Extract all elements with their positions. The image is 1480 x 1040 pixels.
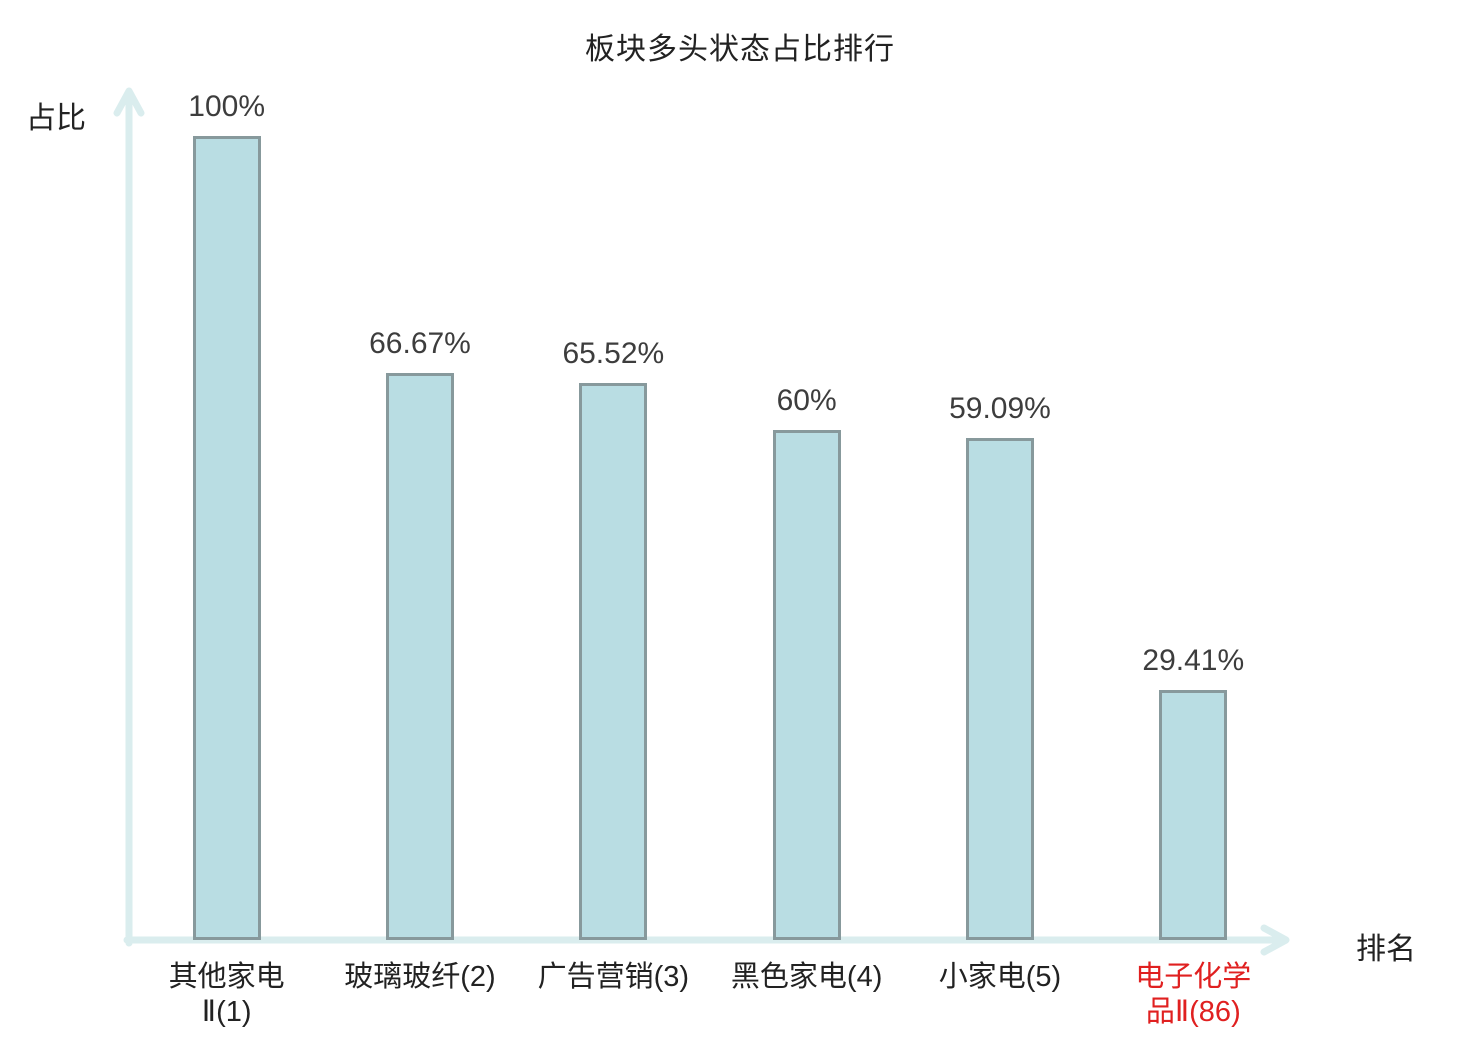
bar-slot: 65.52% 广告营销(3): [517, 90, 710, 993]
bar-category-label: 电子化学 品Ⅱ(86): [1135, 961, 1252, 1029]
bar[interactable]: [1159, 690, 1228, 940]
bar[interactable]: [772, 430, 841, 940]
bar-slot: 66.67% 玻璃玻纤(2): [323, 90, 516, 993]
bar-slot: 60% 黑色家电(4): [710, 90, 903, 993]
bar-slot: 59.09% 小家电(5): [903, 90, 1096, 993]
bar-value-label: 65.52%: [562, 337, 665, 370]
bar[interactable]: [192, 136, 261, 940]
bar-value-label: 60%: [776, 384, 837, 417]
bar-slot: 29.41% 电子化学 品Ⅱ(86): [1097, 90, 1290, 1028]
y-axis-label: 占比: [26, 102, 86, 135]
bar-category-label: 小家电(5): [938, 961, 1062, 993]
bar-category-label: 黑色家电(4): [730, 961, 883, 993]
bar-slot: 100% 其他家电 Ⅱ(1): [130, 90, 323, 1028]
bar-value-label: 59.09%: [949, 392, 1051, 425]
bar-value-label: 66.67%: [369, 327, 471, 360]
bar-value-label: 100%: [188, 90, 266, 123]
bar[interactable]: [385, 373, 454, 940]
bar[interactable]: [965, 438, 1034, 940]
chart-title: 板块多头状态占比排行: [585, 33, 895, 66]
bar[interactable]: [579, 383, 648, 940]
bar-category-label: 广告营销(3): [537, 961, 690, 993]
x-axis-label: 排名: [1356, 933, 1416, 966]
bar-value-label: 29.41%: [1142, 644, 1245, 677]
plot-area: 100% 其他家电 Ⅱ(1) 66.67% 玻璃玻纤(2) 65.52% 广告营销(3) 6…: [130, 90, 1290, 1028]
bar-category-label: 其他家电 Ⅱ(1): [168, 961, 285, 1029]
bar-category-label: 玻璃玻纤(2): [344, 961, 496, 993]
